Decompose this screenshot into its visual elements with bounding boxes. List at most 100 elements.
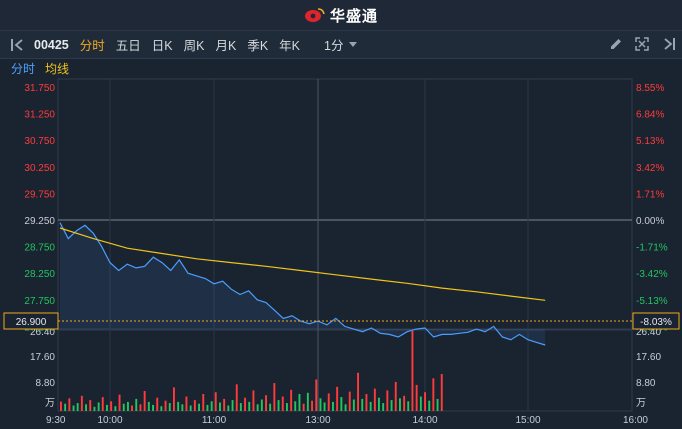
volume-bar: [252, 390, 255, 411]
volume-bar: [256, 404, 259, 411]
volume-bar: [281, 396, 284, 411]
brand-name: 华盛通: [329, 7, 378, 25]
volume-bar: [269, 403, 272, 411]
volume-bar: [68, 398, 71, 411]
current-price-label: 26.900: [16, 317, 47, 328]
indicator-avg[interactable]: 均线: [45, 61, 70, 76]
tab-intraday[interactable]: 分时: [79, 39, 105, 53]
indicator-intraday[interactable]: 分时: [11, 61, 36, 76]
price-line: [59, 222, 546, 346]
volume-bar: [260, 399, 263, 411]
price-area: [60, 220, 546, 345]
volume-bar: [131, 405, 133, 411]
y-tick-left: 31.750: [24, 83, 55, 94]
current-price-marker: 26.900 -8.03%: [3, 312, 680, 330]
y-tick-right: 3.42%: [636, 163, 664, 174]
y-tick-right: 6.84%: [636, 110, 664, 121]
volume-bar: [323, 402, 326, 411]
volume-bar: [127, 401, 129, 411]
volume-bar: [340, 397, 343, 411]
chevron-down-icon: [349, 42, 358, 47]
title-bar: 华盛通: [0, 0, 682, 31]
tab-five-day[interactable]: 五日: [115, 39, 141, 53]
current-pct-label: -8.03%: [640, 317, 672, 328]
toolbar-actions: [608, 36, 676, 52]
tab-yearly-k[interactable]: 年K: [279, 39, 301, 53]
x-tick: 9:30: [46, 415, 66, 426]
tab-daily-k[interactable]: 日K: [151, 39, 173, 53]
volume-bar: [193, 400, 196, 411]
y-tick-right: -3.42%: [636, 269, 668, 280]
x-tick: 16:00: [623, 415, 648, 426]
volume-bar: [164, 400, 167, 411]
expand-icon[interactable]: [634, 36, 650, 52]
volume-bar: [181, 404, 184, 411]
volume-bar: [298, 394, 301, 411]
intraday-chart[interactable]: 31.750 31.250 30.750 30.250 29.750 29.250 28.7…: [0, 78, 682, 429]
volume-bar: [72, 405, 75, 411]
volume-bar: [189, 405, 192, 411]
y-tick-left: 28.750: [24, 243, 55, 254]
volume-bar: [306, 392, 309, 411]
volume-bar: [231, 400, 234, 411]
current-price-box: [3, 312, 59, 330]
volume-bar: [273, 383, 276, 411]
volume-tick-right: 万: [636, 398, 646, 409]
y-tick-left: 29.250: [24, 216, 55, 227]
y-tick-left: 29.750: [24, 189, 55, 200]
x-tick: 14:00: [412, 415, 437, 426]
y-tick-right: 1.71%: [636, 189, 664, 200]
collapse-sidebar-icon[interactable]: [10, 38, 28, 52]
volume-bar: [336, 386, 339, 411]
brand: 华盛通: [304, 5, 378, 26]
volume-bar: [290, 389, 293, 411]
brand-logo-icon: [304, 8, 325, 22]
volume-bar: [219, 402, 221, 411]
volume-bar: [101, 397, 104, 411]
x-axis: 9:30 10:00 11:00 13:00 14:00 15:00 16:00: [46, 415, 648, 426]
collapse-panel-icon[interactable]: [660, 36, 676, 52]
volume-bar: [432, 378, 435, 411]
volume-bar: [118, 394, 121, 411]
chart-grid: [58, 79, 632, 411]
tab-quarterly-k[interactable]: 季K: [247, 39, 269, 53]
pencil-icon[interactable]: [608, 36, 624, 52]
volume-bar: [373, 388, 376, 411]
stock-code: 00425: [34, 37, 69, 52]
volume-bar: [265, 395, 267, 411]
volume-bar: [344, 404, 347, 411]
volume-bar: [76, 403, 79, 411]
volume-bar: [394, 381, 397, 411]
y-tick-right: 8.55%: [636, 83, 664, 94]
volume-bar: [419, 396, 422, 411]
y-tick-left: 30.250: [24, 163, 55, 174]
y-tick-left: 30.750: [24, 136, 55, 147]
volume-bar: [122, 403, 125, 411]
volume-bar: [378, 397, 380, 411]
volume-bar: [286, 403, 288, 411]
volume-bar: [152, 404, 154, 411]
chart-frame: [57, 78, 633, 412]
volume-bar: [89, 400, 92, 411]
volume-tick-left: 17.60: [30, 352, 55, 363]
tab-weekly-k[interactable]: 周K: [183, 39, 205, 53]
period-select[interactable]: 1分: [324, 35, 358, 54]
volume-bar: [143, 391, 146, 411]
y-tick-right: -5.13%: [636, 296, 668, 307]
volume-bar: [64, 403, 67, 411]
volume-bar: [424, 392, 426, 411]
volume-bar: [214, 392, 217, 411]
volume-bar: [319, 398, 322, 411]
y-tick-right: 5.13%: [636, 136, 664, 147]
tab-monthly-k[interactable]: 月K: [215, 39, 237, 53]
volume-bar: [399, 398, 401, 411]
volume-tick-right: 26.40: [636, 327, 661, 338]
volume-bar: [135, 398, 138, 411]
volume-bar: [382, 403, 385, 411]
volume-bar: [93, 406, 96, 411]
volume-bar: [177, 401, 180, 411]
volume-axis: 26.40 26.40 17.60 17.60 8.80 8.80 万 万: [30, 327, 661, 409]
volume-bar: [407, 401, 410, 411]
y-axis-left: 31.750 31.250 30.750 30.250 29.750 29.250 28.7…: [24, 83, 55, 333]
period-label: 1分: [324, 39, 344, 53]
